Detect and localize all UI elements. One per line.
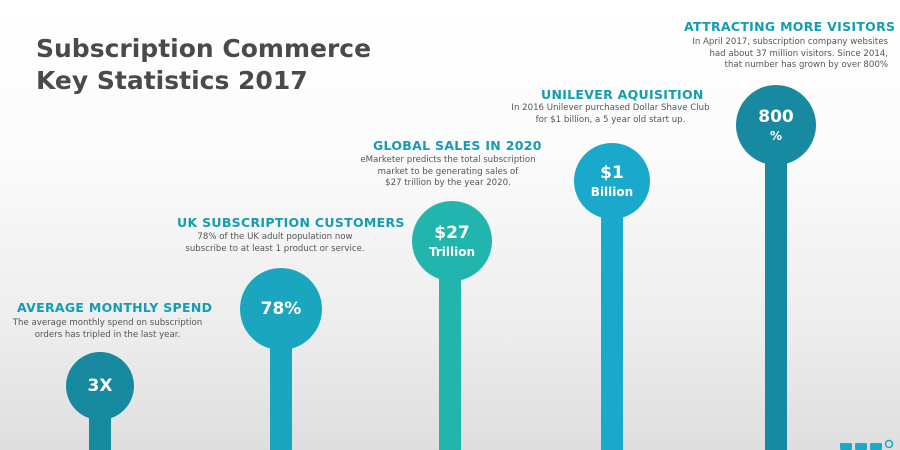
stat-heading: UNILEVER AQUISITION <box>541 87 704 102</box>
stat-description-line: that number has grown by over 800% <box>724 60 888 70</box>
stat-description: 78% of the UK adult population now subsc… <box>170 232 380 255</box>
stat-value: 800 <box>758 106 794 127</box>
title-line-2: Key Statistics 2017 <box>36 66 308 95</box>
stat-description-line: eMarketer predicts the total subscriptio… <box>360 155 536 165</box>
stat-description-line: 78% of the UK adult population now <box>197 232 353 242</box>
stat-description: eMarketer predicts the total subscriptio… <box>348 155 548 190</box>
stat-unit: % <box>769 128 783 143</box>
stat-heading: UK SUBSCRIPTION CUSTOMERS <box>177 215 405 230</box>
stat-heading: AVERAGE MONTHLY SPEND <box>17 300 213 315</box>
stat-description-line: The average monthly spend on subscriptio… <box>12 318 203 328</box>
brand-logo-icon <box>840 439 894 450</box>
stat-stem <box>439 250 461 450</box>
stat-value: 78% <box>260 298 302 319</box>
stat-value: 3X <box>87 375 113 396</box>
stat-description-line: subscribe to at least 1 product or servi… <box>185 243 365 254</box>
stat-description-line: $27 trillion by the year 2020. <box>385 178 511 188</box>
stat-stem <box>601 185 623 450</box>
stat-stem <box>765 130 787 450</box>
stat-description: In April 2017, subscription company webs… <box>666 37 888 72</box>
stat-unit: Billion <box>590 184 634 199</box>
stat-description: In 2016 Unilever purchased Dollar Shave … <box>503 103 718 126</box>
stat-value: $27 <box>434 222 470 243</box>
stat-circle: 3X <box>66 352 134 420</box>
stat-description-line: orders has tripled in the last year. <box>34 329 181 340</box>
stat-heading: ATTRACTING MORE VISITORS <box>684 19 896 34</box>
stat-description-line: In 2016 Unilever purchased Dollar Shave … <box>511 103 710 113</box>
stat-circle: $27 Trillion <box>412 201 492 281</box>
stat-circle: $1 Billion <box>574 143 650 219</box>
title-line-1: Subscription Commerce <box>36 34 372 63</box>
page-title: Subscription Commerce Key Statistics 201… <box>36 33 371 97</box>
stat-description-line: for $1 billion, a 5 year old start up. <box>535 114 686 125</box>
stat-heading: GLOBAL SALES IN 2020 <box>373 138 542 153</box>
stat-description-line: had about 37 million visitors. Since 201… <box>709 48 888 59</box>
stat-unit: Trillion <box>428 244 476 259</box>
stat-description: The average monthly spend on subscriptio… <box>5 318 210 341</box>
stat-description-line: market to be generating sales of <box>377 166 519 177</box>
stat-circle: 78% <box>240 268 322 350</box>
stat-circle: 800 % <box>736 85 816 165</box>
stat-description-line: In April 2017, subscription company webs… <box>692 37 888 47</box>
stat-value: $1 <box>600 162 624 183</box>
stat-stem <box>270 320 292 450</box>
